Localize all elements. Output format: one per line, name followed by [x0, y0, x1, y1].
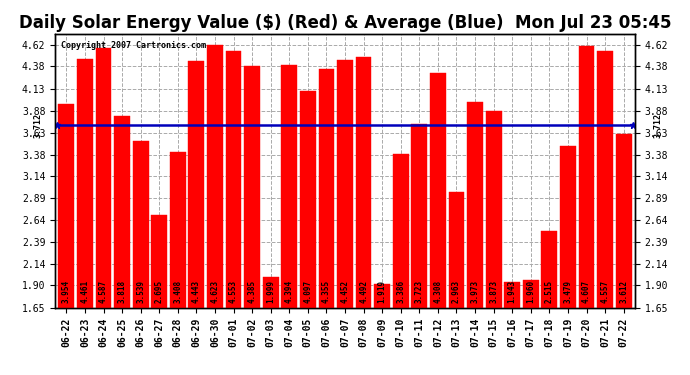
- Text: 3.479: 3.479: [564, 280, 573, 303]
- Bar: [504, 282, 520, 308]
- Text: 4.557: 4.557: [600, 280, 609, 303]
- Text: 3.723: 3.723: [415, 280, 424, 303]
- Bar: [615, 134, 631, 308]
- Text: 4.461: 4.461: [81, 280, 90, 303]
- Text: 1.919: 1.919: [377, 280, 386, 303]
- Bar: [114, 116, 130, 308]
- Text: 3.954: 3.954: [62, 280, 71, 303]
- Text: 3.408: 3.408: [173, 280, 182, 303]
- Text: 4.623: 4.623: [210, 280, 219, 303]
- Bar: [560, 146, 576, 308]
- Bar: [151, 215, 167, 308]
- Bar: [448, 192, 464, 308]
- Text: 1.943: 1.943: [508, 280, 517, 303]
- Bar: [374, 284, 390, 308]
- Bar: [282, 65, 297, 308]
- Text: 4.452: 4.452: [340, 280, 350, 303]
- Bar: [355, 57, 371, 308]
- Text: 3.973: 3.973: [471, 280, 480, 303]
- Bar: [226, 51, 241, 308]
- Text: 3.818: 3.818: [117, 280, 126, 303]
- Bar: [319, 69, 335, 308]
- Bar: [244, 66, 260, 308]
- Bar: [430, 73, 446, 308]
- Text: 4.607: 4.607: [582, 280, 591, 303]
- Bar: [263, 277, 279, 308]
- Bar: [188, 61, 204, 308]
- Text: 3.612: 3.612: [619, 280, 628, 303]
- Text: 4.587: 4.587: [99, 280, 108, 303]
- Text: 2.963: 2.963: [452, 280, 461, 303]
- Text: 2.515: 2.515: [545, 280, 554, 303]
- Text: Copyright 2007 Cartronics.com: Copyright 2007 Cartronics.com: [61, 40, 206, 50]
- Text: 4.492: 4.492: [359, 280, 368, 303]
- Text: 3.712: 3.712: [653, 113, 662, 138]
- Bar: [300, 92, 316, 308]
- Text: 4.385: 4.385: [248, 280, 257, 303]
- Bar: [467, 102, 483, 308]
- Text: 4.308: 4.308: [433, 280, 442, 303]
- Text: 4.553: 4.553: [229, 280, 238, 303]
- Bar: [597, 51, 613, 308]
- Text: 3.873: 3.873: [489, 280, 498, 303]
- Text: 4.394: 4.394: [285, 280, 294, 303]
- Bar: [393, 154, 408, 308]
- Text: 2.695: 2.695: [155, 280, 164, 303]
- Bar: [96, 48, 111, 308]
- Bar: [132, 141, 148, 308]
- Bar: [170, 152, 186, 308]
- Title: Daily Solar Energy Value ($) (Red) & Average (Blue)  Mon Jul 23 05:45: Daily Solar Energy Value ($) (Red) & Ave…: [19, 14, 671, 32]
- Text: 4.443: 4.443: [192, 280, 201, 303]
- Bar: [337, 60, 353, 308]
- Bar: [579, 46, 594, 308]
- Text: 1.999: 1.999: [266, 280, 275, 303]
- Text: 4.355: 4.355: [322, 280, 331, 303]
- Text: 4.097: 4.097: [304, 280, 313, 303]
- Bar: [486, 111, 502, 308]
- Bar: [207, 45, 223, 308]
- Bar: [411, 124, 427, 308]
- Text: 3.539: 3.539: [136, 280, 145, 303]
- Bar: [523, 280, 539, 308]
- Text: 3.712: 3.712: [34, 113, 43, 138]
- Bar: [77, 59, 93, 308]
- Text: 1.960: 1.960: [526, 280, 535, 303]
- Bar: [542, 231, 558, 308]
- Text: 3.386: 3.386: [396, 280, 405, 303]
- Bar: [59, 104, 75, 308]
